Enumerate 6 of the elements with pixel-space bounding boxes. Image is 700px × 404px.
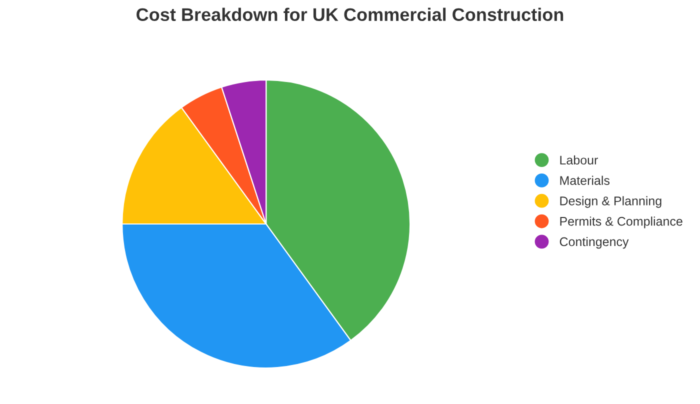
legend-label: Labour [560, 155, 598, 165]
legend-label: Design & Planning [560, 196, 662, 208]
legend-label: Permits & Compliance [560, 216, 682, 228]
legend-label: Contingency [560, 236, 629, 249]
chart-title: Cost Breakdown for UK Commercial Construction [136, 8, 564, 22]
legend-label: Materials [560, 176, 610, 185]
